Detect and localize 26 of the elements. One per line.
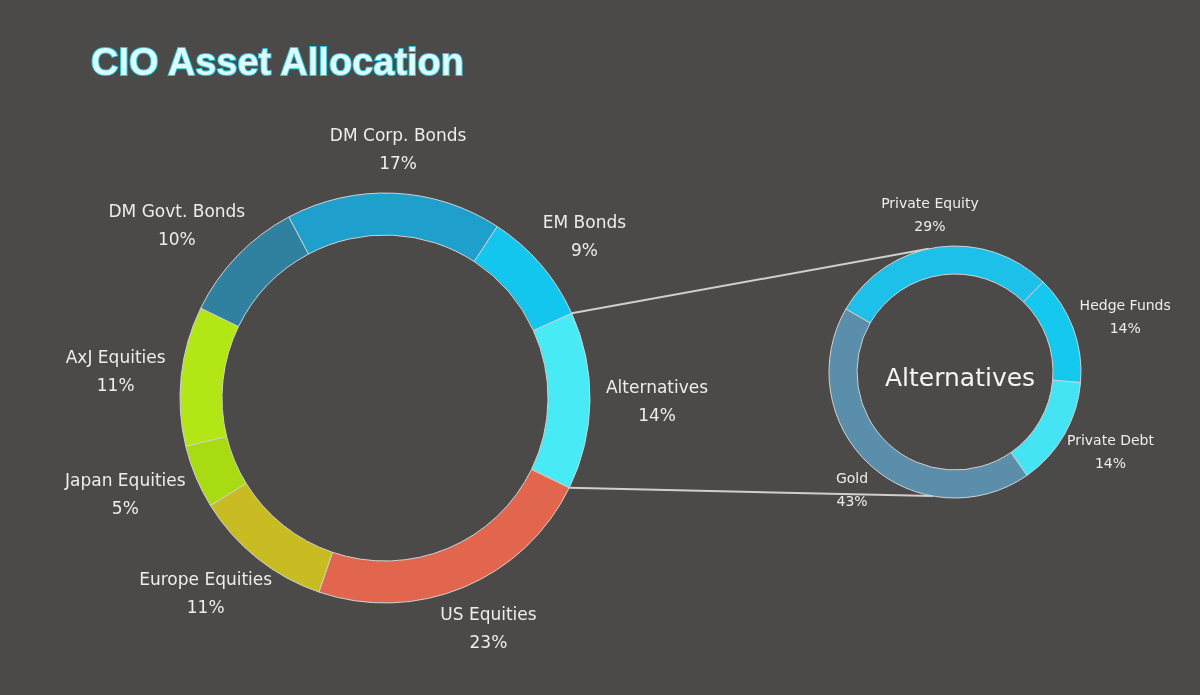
slice-label: Gold — [835, 469, 869, 486]
slice-label: DM Corp. Bonds — [329, 125, 467, 146]
slice-label: Private Equity — [881, 194, 979, 211]
data-label: 23% — [469, 631, 508, 652]
slice-label: EM Bonds — [542, 211, 627, 232]
chart-title: CIO Asset Allocation — [91, 41, 465, 83]
slice-label: AxJ Equities — [65, 347, 166, 368]
data-label: 14% — [638, 405, 676, 426]
data-label: 29% — [914, 217, 946, 234]
slice-label: US Equities — [440, 603, 537, 624]
data-label: 14% — [1109, 320, 1141, 337]
slice-label: DM Govt. Bonds — [108, 201, 246, 222]
slice-label: Hedge Funds — [1079, 297, 1171, 314]
slice-label: Alternatives — [605, 377, 709, 398]
data-label: 43% — [836, 492, 868, 509]
text: Alternatives — [884, 362, 1036, 392]
slice-label: Europe Equities — [139, 568, 273, 589]
data-label: 11% — [96, 375, 135, 396]
slice-label: Private Debt — [1066, 432, 1155, 448]
data-label: 17% — [379, 153, 418, 174]
data-label: 11% — [186, 596, 225, 617]
data-label: 10% — [157, 229, 196, 250]
slice-label: Japan Equities — [64, 469, 186, 490]
data-label: 9% — [570, 239, 598, 260]
data-label: 5% — [111, 497, 139, 518]
data-label: 14% — [1094, 455, 1127, 471]
